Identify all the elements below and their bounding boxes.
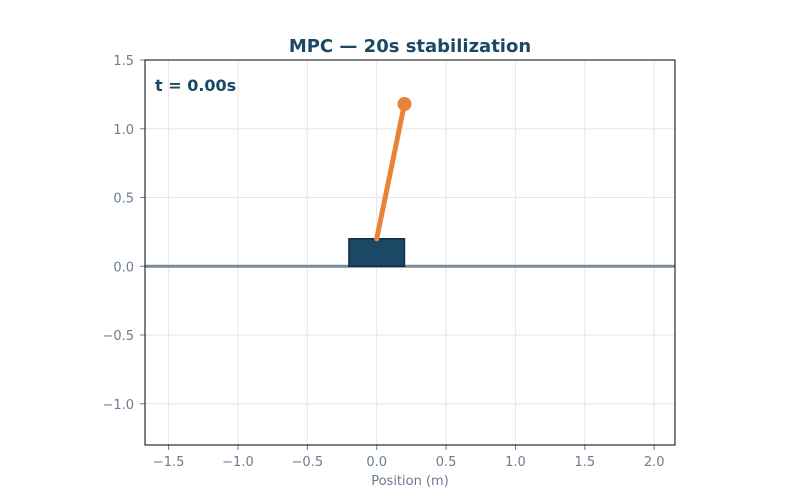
- x-tick-label: 0.0: [366, 455, 387, 470]
- cart: [348, 238, 406, 267]
- y-tick-label: −1.0: [102, 398, 134, 413]
- x-tick-label: −1.0: [222, 455, 254, 470]
- grid-lines: [145, 59, 675, 445]
- pole: [374, 101, 407, 242]
- pole-bob: [397, 97, 412, 111]
- x-tick-label: 2.0: [644, 455, 665, 470]
- x-tick-label: −1.5: [153, 455, 185, 470]
- y-tick-label: 0.0: [113, 260, 134, 275]
- y-tick-label: 1.5: [113, 54, 134, 69]
- time-label: t = 0.00s: [155, 76, 236, 95]
- x-tick-label: 1.0: [505, 455, 526, 470]
- axes-frame: [144, 59, 676, 446]
- mark-layer: [348, 97, 412, 267]
- y-tick-label: −0.5: [102, 329, 134, 344]
- x-tick-label: 0.5: [436, 455, 457, 470]
- y-tick-label: 0.5: [113, 192, 134, 207]
- chart-title: MPC — 20s stabilization: [289, 36, 531, 57]
- pole-pivot: [374, 236, 380, 242]
- y-tick-label: 1.0: [113, 123, 134, 138]
- x-tick-label: 1.5: [574, 455, 595, 470]
- x-tick-label: −0.5: [292, 455, 324, 470]
- tick-layer: −1.5 −1.0 −0.5 0.0 0.5 1.0 1.5 2.0 −1.0 −0.5 0.0 0.…: [102, 54, 664, 470]
- x-axis-label: Position (m): [371, 474, 449, 489]
